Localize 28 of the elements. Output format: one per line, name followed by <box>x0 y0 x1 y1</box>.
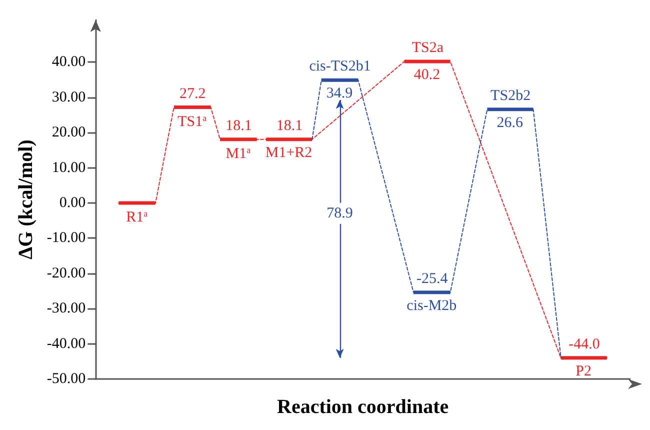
y-tick-label: 10.00 <box>52 160 86 176</box>
data-label: 27.2 <box>180 86 206 102</box>
data-label: P2 <box>576 363 592 380</box>
data-label: -44.0 <box>568 336 600 352</box>
x-axis-title: Reaction coordinate <box>277 396 449 418</box>
annotation: 78.9 <box>326 205 353 222</box>
data-label: cis-M2b <box>406 298 457 314</box>
y-tick-label: -30.00 <box>46 300 86 317</box>
y-tick-label: 40.00 <box>52 54 86 70</box>
y-tick-label: -10.00 <box>46 230 86 246</box>
line-series <box>312 80 562 358</box>
y-axis-title: ΔG (kcal/mol) <box>15 140 37 260</box>
data-label: 18.1 <box>276 118 303 134</box>
data-label: 18.1 <box>226 118 252 134</box>
y-tick-label: -20.00 <box>46 265 86 282</box>
data-label: 34.9 <box>326 86 353 102</box>
data-label: 40.2 <box>414 67 440 84</box>
data-label: cis-TS2b1 <box>309 58 371 75</box>
y-tick-label: -40.00 <box>46 336 86 352</box>
data-label: -25.4 <box>416 270 448 287</box>
y-tick-label: 20.00 <box>52 124 86 141</box>
data-label: 26.6 <box>496 114 524 131</box>
data-label: TS2b2 <box>490 88 531 104</box>
y-tick-label: 30.00 <box>52 89 86 106</box>
data-label: M1+R2 <box>265 144 312 161</box>
y-tick-label: -50.00 <box>46 371 86 387</box>
data-label: TS2a <box>412 40 444 56</box>
y-tick-label: 0.00 <box>59 195 86 212</box>
